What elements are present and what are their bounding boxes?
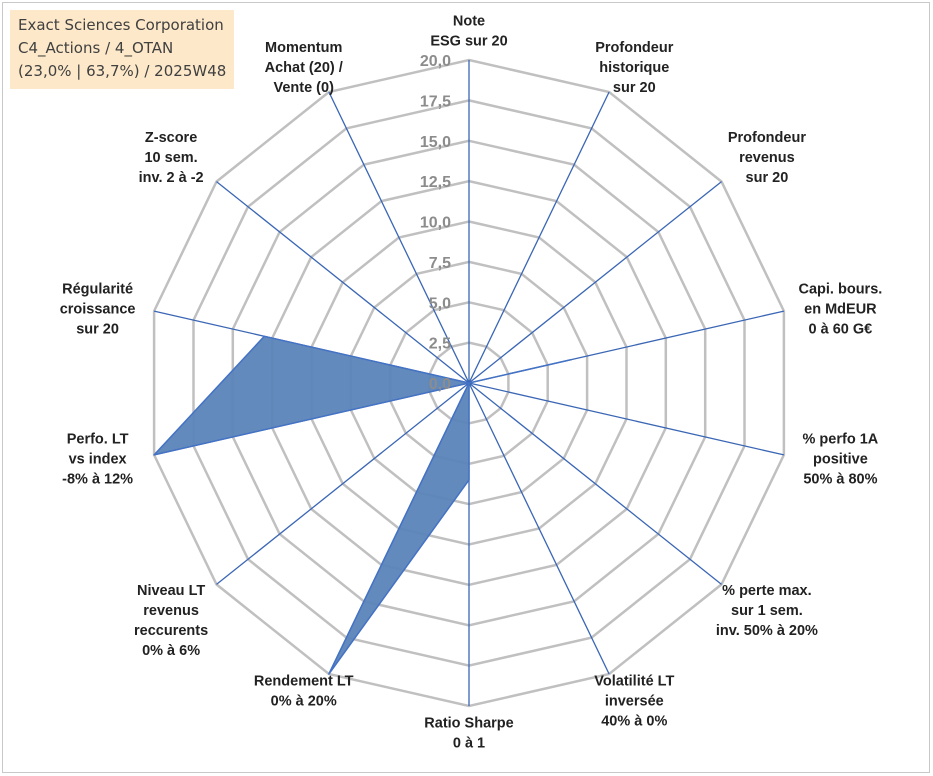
axis-spoke bbox=[468, 382, 722, 585]
info-portfolio: C4_Actions / 4_OTAN bbox=[18, 39, 174, 57]
tick-label: 0,0 bbox=[429, 376, 451, 393]
axis-label: positive bbox=[813, 452, 868, 468]
tick-label: 17,5 bbox=[420, 93, 451, 110]
axis-label: Perfo. LT bbox=[67, 432, 129, 448]
axis-spoke bbox=[468, 382, 785, 456]
axis-label: Niveau LT bbox=[137, 583, 205, 599]
axis-labels: Note ESG sur 20 Profondeur historique sur 20… bbox=[60, 14, 883, 752]
axis-label: vs index bbox=[69, 452, 127, 468]
info-box: Exact Sciences Corporation C4_Actions / … bbox=[10, 10, 234, 89]
axis-label: croissance bbox=[60, 302, 136, 318]
tick-label: 12,5 bbox=[420, 174, 451, 191]
axis-label: Momentum bbox=[265, 40, 342, 56]
axis-label: inv. 2 à -2 bbox=[139, 170, 204, 186]
axis-label: ESG sur 20 bbox=[430, 34, 507, 50]
series-area bbox=[153, 335, 573, 675]
axis-label: 10 sem. bbox=[144, 150, 197, 166]
axis-label: Vente (0) bbox=[273, 80, 334, 96]
data-series bbox=[153, 335, 573, 675]
tick-label: 5,0 bbox=[429, 295, 451, 312]
info-stats: (23,0% | 63,7%) / 2025W48 bbox=[18, 62, 227, 80]
axis-spoke bbox=[216, 181, 470, 384]
axis-label: en MdEUR bbox=[804, 302, 877, 318]
axis-label: Achat (20) / bbox=[265, 60, 343, 76]
axis-label: revenus bbox=[143, 603, 199, 619]
axis-label: 0 à 60 G€ bbox=[809, 322, 873, 338]
axis-label: Rendement LT bbox=[254, 673, 354, 689]
axis-spoke bbox=[468, 91, 610, 384]
axis-label: sur 1 sem. bbox=[731, 603, 803, 619]
tick-label: 15,0 bbox=[420, 134, 451, 151]
axis-spoke bbox=[328, 91, 470, 384]
axis-label: 50% à 80% bbox=[803, 472, 877, 488]
axis-label: % perte max. bbox=[722, 583, 811, 599]
axis-spoke bbox=[468, 181, 722, 384]
tick-label: 20,0 bbox=[420, 53, 451, 70]
axis-label: inversée bbox=[605, 693, 664, 709]
axis-label: 0% à 6% bbox=[142, 643, 200, 659]
axis-label: -8% à 12% bbox=[62, 472, 133, 488]
axis-label: Profondeur bbox=[595, 40, 673, 56]
axis-label: Z-score bbox=[145, 130, 197, 146]
axis-label: sur 20 bbox=[613, 80, 656, 96]
axis-label: Régularité bbox=[62, 282, 133, 298]
tick-label: 7,5 bbox=[429, 255, 451, 272]
axis-label: inv. 50% à 20% bbox=[716, 623, 818, 639]
company-name: Exact Sciences Corporation bbox=[18, 16, 224, 34]
axis-label: 0 à 1 bbox=[453, 736, 485, 752]
axis-spoke bbox=[468, 382, 610, 675]
axis-label: 40% à 0% bbox=[601, 713, 667, 729]
axis-label: % perfo 1A bbox=[803, 432, 879, 448]
axis-label: historique bbox=[599, 60, 669, 76]
axis-label: Volatilité LT bbox=[594, 673, 674, 689]
axis-spoke bbox=[216, 382, 470, 585]
axis-label: sur 20 bbox=[746, 170, 789, 186]
axis-label: revenus bbox=[739, 150, 795, 166]
axis-label: Capi. bours. bbox=[799, 282, 883, 298]
axis-label: reccurents bbox=[134, 623, 208, 639]
tick-label: 2,5 bbox=[429, 336, 451, 353]
tick-labels: 0,0 2,5 5,0 7,5 10,0 12,5 15,0 17,5 20,0 bbox=[420, 53, 451, 393]
axis-label: Ratio Sharpe bbox=[424, 716, 513, 732]
axis-label: Note bbox=[453, 14, 485, 30]
axis-label: sur 20 bbox=[76, 322, 119, 338]
tick-label: 10,0 bbox=[420, 215, 451, 232]
axis-label: Profondeur bbox=[728, 130, 806, 146]
axis-label: 0% à 20% bbox=[271, 693, 337, 709]
